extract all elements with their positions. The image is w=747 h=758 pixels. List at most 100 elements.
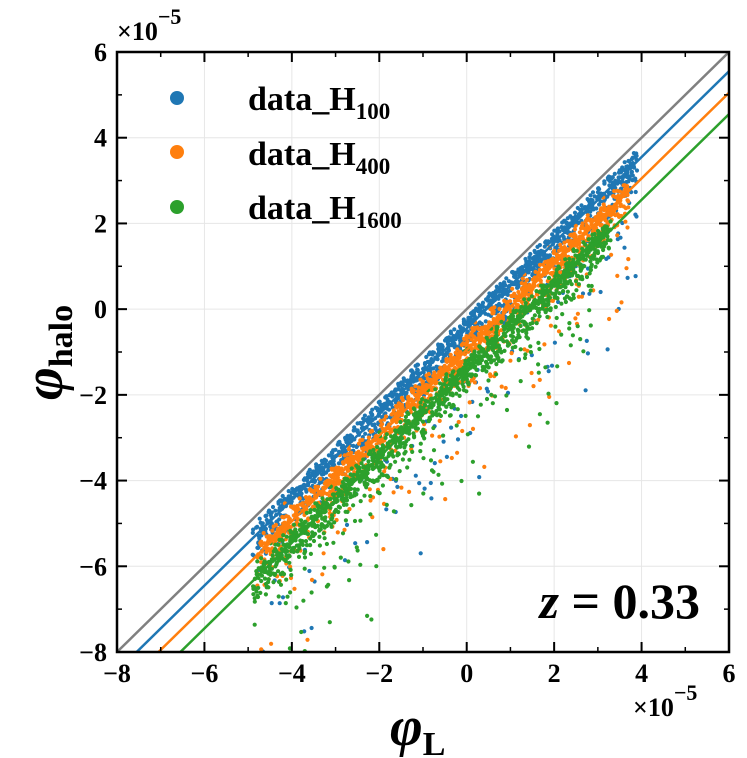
point-100 xyxy=(572,210,578,215)
point-400 xyxy=(309,577,315,583)
point-400 xyxy=(281,515,286,520)
point-100 xyxy=(314,464,319,469)
point-400 xyxy=(509,293,514,299)
point-1600 xyxy=(500,358,505,363)
point-100 xyxy=(588,193,593,198)
point-1600 xyxy=(431,448,437,453)
point-400 xyxy=(613,195,618,200)
point-1600 xyxy=(322,565,327,570)
y-tick-label: −8 xyxy=(79,638,107,667)
point-1600 xyxy=(259,556,264,561)
point-100 xyxy=(527,255,532,260)
point-1600 xyxy=(499,349,504,354)
point-100 xyxy=(429,496,434,501)
point-1600 xyxy=(556,264,561,269)
point-1600 xyxy=(421,491,426,496)
point-400 xyxy=(455,450,460,455)
point-1600 xyxy=(324,523,330,529)
point-1600 xyxy=(421,456,426,461)
point-400 xyxy=(565,239,570,244)
point-1600 xyxy=(536,370,541,375)
point-1600 xyxy=(440,481,445,486)
point-400 xyxy=(472,325,477,330)
point-1600 xyxy=(263,560,268,565)
point-100 xyxy=(255,524,260,529)
point-100 xyxy=(465,329,470,334)
point-400 xyxy=(356,458,361,463)
point-1600 xyxy=(602,224,608,229)
point-400 xyxy=(332,482,337,488)
point-400 xyxy=(572,231,577,236)
point-1600 xyxy=(359,461,364,466)
x-scale-base: ×10 xyxy=(633,693,674,722)
point-1600 xyxy=(321,523,326,529)
x-scale-label: ×10−5 xyxy=(633,680,697,722)
point-1600 xyxy=(564,264,569,269)
point-400 xyxy=(297,496,302,501)
point-100 xyxy=(396,387,401,392)
point-1600 xyxy=(368,494,373,499)
point-1600 xyxy=(537,307,542,312)
x-scale-exp: −5 xyxy=(674,680,698,705)
point-1600 xyxy=(340,531,346,536)
y-tick-label: −2 xyxy=(79,381,107,410)
point-1600 xyxy=(461,377,466,382)
point-1600 xyxy=(315,523,320,529)
point-1600 xyxy=(285,594,290,599)
point-400 xyxy=(530,277,536,282)
point-400 xyxy=(522,347,527,352)
x-tick-label: 2 xyxy=(548,659,561,688)
point-400 xyxy=(624,266,629,271)
point-1600 xyxy=(518,323,523,329)
point-100 xyxy=(556,299,561,305)
point-100 xyxy=(304,478,310,483)
point-100 xyxy=(485,389,490,394)
point-100 xyxy=(309,625,314,631)
point-1600 xyxy=(284,577,289,582)
point-100 xyxy=(366,415,371,420)
point-100 xyxy=(326,453,331,458)
point-1600 xyxy=(271,580,276,585)
point-1600 xyxy=(571,257,576,262)
point-1600 xyxy=(486,378,491,383)
point-100 xyxy=(590,190,596,195)
point-100 xyxy=(591,207,596,212)
point-100 xyxy=(276,499,281,505)
point-1600 xyxy=(545,314,550,320)
point-400 xyxy=(420,384,425,389)
point-1600 xyxy=(375,444,380,450)
point-100 xyxy=(301,477,306,482)
point-100 xyxy=(630,173,635,178)
point-100 xyxy=(627,159,632,164)
point-1600 xyxy=(537,314,542,319)
point-100 xyxy=(392,392,397,397)
point-1600 xyxy=(554,401,559,406)
point-400 xyxy=(614,204,619,210)
point-100 xyxy=(526,260,532,265)
point-1600 xyxy=(317,534,322,540)
point-1600 xyxy=(355,487,360,492)
point-400 xyxy=(602,206,607,211)
point-1600 xyxy=(276,579,282,585)
point-1600 xyxy=(369,617,374,622)
point-400 xyxy=(335,468,340,473)
legend-label-h100: data_H100 xyxy=(248,81,390,124)
point-400 xyxy=(381,547,386,552)
point-400 xyxy=(275,529,280,534)
point-1600 xyxy=(528,321,533,326)
point-1600 xyxy=(313,501,318,506)
point-100 xyxy=(531,265,536,271)
point-1600 xyxy=(560,312,565,317)
x-tick-label: −6 xyxy=(191,659,219,688)
point-1600 xyxy=(291,530,296,535)
point-1600 xyxy=(288,528,293,534)
point-100 xyxy=(604,256,609,261)
point-1600 xyxy=(510,334,516,339)
point-1600 xyxy=(605,237,611,243)
point-1600 xyxy=(320,496,325,501)
point-1600 xyxy=(451,402,456,408)
point-100 xyxy=(375,408,380,413)
point-100 xyxy=(478,308,483,313)
point-400 xyxy=(399,485,404,490)
point-1600 xyxy=(589,283,594,289)
